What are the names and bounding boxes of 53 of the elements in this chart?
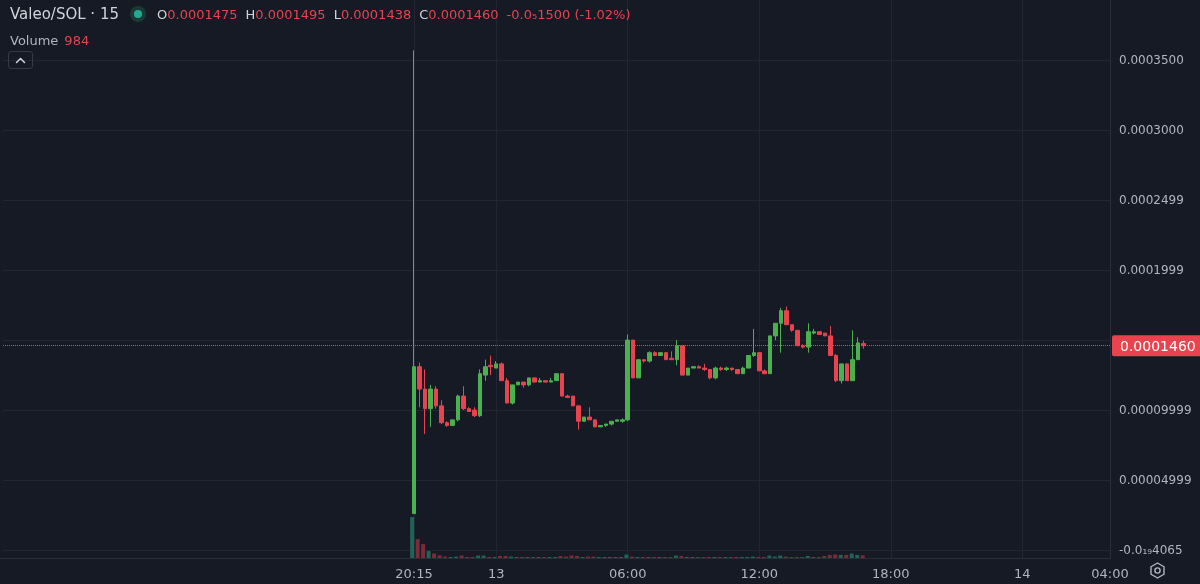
annotation: Volume 984 bbox=[10, 33, 90, 48]
x-tick-label: 06:00 bbox=[609, 566, 647, 581]
candlestick bbox=[719, 366, 723, 372]
bar bbox=[838, 554, 843, 558]
x-tick-label: 13 bbox=[487, 566, 505, 581]
candlestick bbox=[647, 350, 652, 363]
bar bbox=[860, 555, 865, 558]
bar bbox=[503, 555, 508, 558]
candlestick bbox=[521, 381, 526, 389]
chart-title: Valeo/SOL · 15 bbox=[10, 5, 119, 23]
bar bbox=[844, 554, 849, 558]
bar bbox=[574, 555, 579, 558]
x-tick-label: 12:00 bbox=[740, 566, 778, 581]
x-tick-label: 18:00 bbox=[872, 566, 910, 581]
candlestick bbox=[713, 366, 718, 380]
candlestick bbox=[488, 354, 493, 376]
annotation: H0.0001495 bbox=[245, 6, 326, 22]
y-tick-label: 0.0001999 bbox=[1119, 263, 1184, 278]
candlestick bbox=[658, 352, 663, 356]
x-tick-label: 20:15 bbox=[395, 566, 433, 581]
candlestick bbox=[428, 384, 433, 428]
y-tick-label: 0.00004999 bbox=[1119, 473, 1192, 488]
y-tick-label: 0.0003500 bbox=[1119, 53, 1184, 68]
candlestick bbox=[653, 350, 657, 356]
candlestick bbox=[538, 377, 542, 383]
y-tick-label: 0.00009999 bbox=[1119, 403, 1192, 418]
candlestick bbox=[845, 363, 849, 382]
candlestick bbox=[582, 416, 586, 422]
candlestick bbox=[724, 366, 729, 372]
x-tick-label: 04:00 bbox=[1091, 566, 1129, 581]
candlestick bbox=[532, 377, 537, 383]
candlestick bbox=[636, 359, 641, 379]
annotation: -0.0₅1500 (-1.02%) bbox=[506, 6, 631, 22]
bar bbox=[410, 517, 415, 558]
candlestick bbox=[839, 363, 844, 384]
candlestick bbox=[543, 380, 548, 383]
candlestick bbox=[675, 339, 679, 366]
y-tick-label: 0.0003000 bbox=[1119, 123, 1184, 138]
annotation: C0.0001460 bbox=[419, 6, 499, 22]
x-tick-label: 14 bbox=[1014, 566, 1031, 581]
bar bbox=[498, 555, 503, 558]
candlestick bbox=[494, 360, 498, 369]
y-tick-label: -0.0₁₉4065 bbox=[1119, 543, 1183, 558]
annotation: O0.0001475 bbox=[157, 6, 238, 22]
candlestick bbox=[642, 359, 646, 363]
bar bbox=[679, 555, 684, 558]
bar bbox=[432, 553, 437, 558]
ref-line-label: 0.0001460 bbox=[1120, 337, 1196, 354]
bar bbox=[426, 551, 431, 558]
y-tick-label: 0.0002499 bbox=[1119, 193, 1184, 208]
candlestick bbox=[527, 377, 531, 387]
bar bbox=[558, 555, 563, 558]
annotation: L0.0001438 bbox=[333, 6, 412, 22]
